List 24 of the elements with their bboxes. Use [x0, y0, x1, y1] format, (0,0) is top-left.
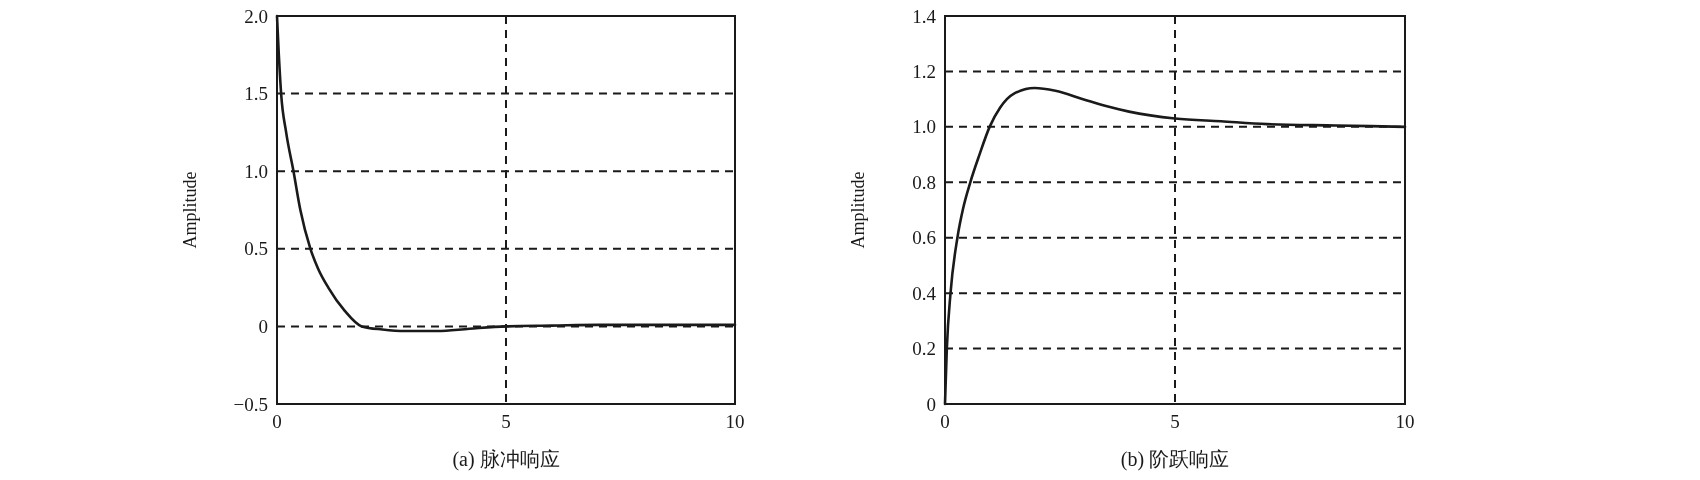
x-tick-label: 0: [272, 411, 282, 432]
y-tick-label: 1.0: [912, 116, 936, 138]
y-tick-label: 1.0: [244, 160, 268, 182]
y-tick-label: 0.2: [912, 338, 936, 360]
y-tick-label: 1.2: [912, 60, 936, 82]
y-tick-label: 0.6: [912, 227, 936, 249]
y-tick-label: 0: [258, 315, 268, 337]
y-axis-title: Amplitude: [848, 171, 868, 249]
text: (b) 阶跃响应: [1120, 448, 1230, 471]
y-tick-label: −0.5: [233, 393, 268, 415]
x-tick-label: 10: [725, 411, 745, 432]
text: (a) 脉冲响应: [452, 448, 560, 471]
x-tick-label: 5: [501, 411, 511, 432]
y-tick-label: 2.0: [244, 5, 268, 27]
y-tick-label: 1.5: [244, 83, 268, 105]
x-tick-label: 5: [1170, 411, 1180, 432]
y-tick-label: 0.5: [244, 238, 268, 260]
y-tick-label: 1.4: [912, 5, 937, 27]
y-tick-label: 0.4: [912, 282, 937, 304]
y-axis-title: Amplitude: [180, 171, 200, 249]
y-tick-label: 0.8: [912, 171, 936, 193]
x-tick-label: 0: [940, 411, 950, 432]
y-tick-label: 0: [926, 393, 936, 415]
x-tick-label: 10: [1395, 411, 1415, 432]
